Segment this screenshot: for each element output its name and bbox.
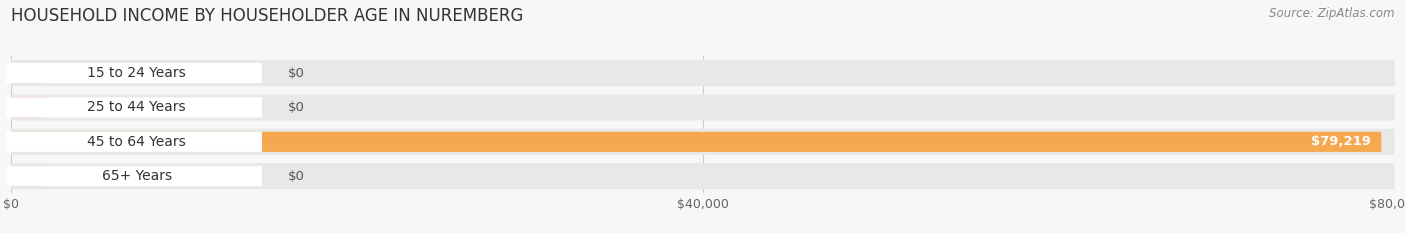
FancyBboxPatch shape bbox=[11, 60, 1395, 86]
FancyBboxPatch shape bbox=[11, 166, 46, 186]
Text: $0: $0 bbox=[288, 170, 305, 183]
FancyBboxPatch shape bbox=[6, 97, 262, 118]
Text: $0: $0 bbox=[288, 101, 305, 114]
FancyBboxPatch shape bbox=[11, 97, 46, 117]
FancyBboxPatch shape bbox=[11, 63, 46, 83]
Text: Source: ZipAtlas.com: Source: ZipAtlas.com bbox=[1270, 7, 1395, 20]
FancyBboxPatch shape bbox=[11, 163, 1395, 189]
FancyBboxPatch shape bbox=[6, 132, 262, 152]
Text: 25 to 44 Years: 25 to 44 Years bbox=[87, 100, 186, 114]
Text: $0: $0 bbox=[288, 67, 305, 80]
FancyBboxPatch shape bbox=[11, 94, 1395, 120]
Text: 45 to 64 Years: 45 to 64 Years bbox=[87, 135, 186, 149]
Text: HOUSEHOLD INCOME BY HOUSEHOLDER AGE IN NUREMBERG: HOUSEHOLD INCOME BY HOUSEHOLDER AGE IN N… bbox=[11, 7, 523, 25]
FancyBboxPatch shape bbox=[6, 166, 262, 186]
Text: $79,219: $79,219 bbox=[1310, 135, 1371, 148]
Text: 15 to 24 Years: 15 to 24 Years bbox=[87, 66, 186, 80]
FancyBboxPatch shape bbox=[6, 63, 262, 83]
FancyBboxPatch shape bbox=[11, 129, 1395, 155]
Text: 65+ Years: 65+ Years bbox=[101, 169, 172, 183]
FancyBboxPatch shape bbox=[11, 132, 1381, 152]
